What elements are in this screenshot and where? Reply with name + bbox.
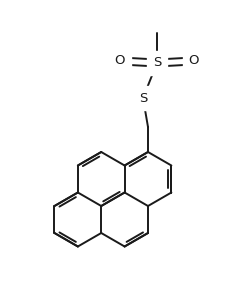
- Text: S: S: [138, 92, 146, 105]
- Text: O: O: [188, 54, 198, 67]
- Text: S: S: [152, 56, 160, 69]
- Text: O: O: [114, 54, 125, 67]
